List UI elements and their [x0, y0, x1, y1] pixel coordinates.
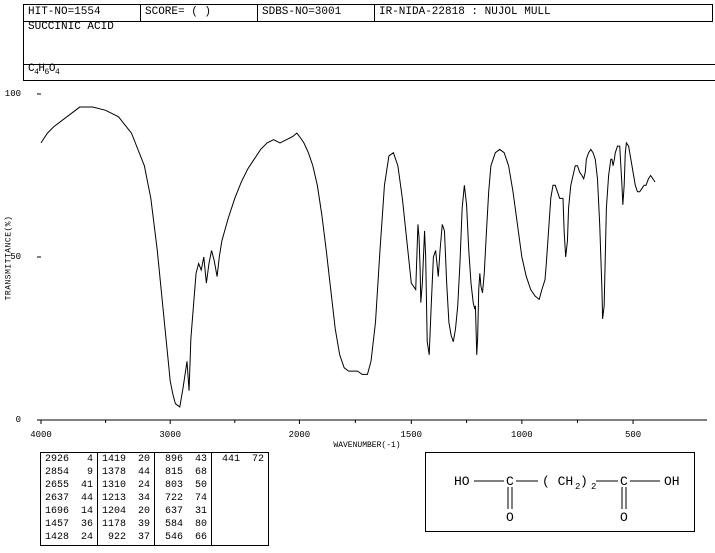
ir-cell: IR-NIDA-22818 : NUJOL MULL: [375, 5, 712, 21]
peak-table-cell: 2854 9: [45, 466, 93, 479]
x-axis-label: WAVENUMBER(-1): [333, 441, 400, 450]
structure-oh-right: OH: [664, 474, 680, 489]
x-tick-label: 1000: [511, 430, 533, 440]
structure-diagram: HO C ( CH 2 ) 2 C OH O O: [425, 452, 695, 532]
formula-row: C4H6O4: [23, 62, 715, 81]
structure-c-left: C: [506, 474, 514, 489]
compound-name-row: SUCCINIC ACID: [23, 20, 715, 65]
peak-table-cell: 896 43: [159, 453, 207, 466]
peak-table-cell: 637 31: [159, 505, 207, 518]
peak-table-cell: 546 66: [159, 531, 207, 544]
peak-table-cell: 1178 39: [102, 518, 150, 531]
structure-o-right: O: [620, 510, 628, 525]
peak-table-cell: 1428 24: [45, 531, 93, 544]
formula: C4H6O4: [28, 63, 59, 75]
y-tick-label: 50: [3, 252, 21, 262]
y-tick-label: 0: [3, 415, 21, 425]
structure-ch2-close: ): [580, 474, 588, 489]
structure-o-left: O: [506, 510, 514, 525]
compound-name: SUCCINIC ACID: [28, 21, 114, 33]
peak-table-cell: 584 80: [159, 518, 207, 531]
peak-table-cell: 722 74: [159, 492, 207, 505]
structure-c-right: C: [620, 474, 628, 489]
peak-table-cell: 2655 41: [45, 479, 93, 492]
hit-no-cell: HIT-NO=1554: [24, 5, 141, 21]
peak-table-cell: 803 50: [159, 479, 207, 492]
structure-ch2-outer-sub: 2: [591, 482, 596, 492]
peak-table-cell: 2926 4: [45, 453, 93, 466]
peak-table-column: 2926 42854 92655 412637 441696 141457 36…: [41, 453, 98, 545]
peak-table-cell: 1457 36: [45, 518, 93, 531]
score-cell: SCORE= ( ): [141, 5, 258, 21]
x-tick-label: 4000: [30, 430, 52, 440]
x-tick-label: 2000: [289, 430, 311, 440]
peak-table-cell: 922 37: [102, 531, 150, 544]
peak-table-cell: 441 72: [216, 453, 264, 466]
x-tick-label: 3000: [159, 430, 181, 440]
peak-table-column: 1419 201378 441310 241213 341204 201178 …: [98, 453, 155, 545]
peak-table-cell: 1213 34: [102, 492, 150, 505]
peak-table-cell: 1696 14: [45, 505, 93, 518]
peak-table-cell: 1310 24: [102, 479, 150, 492]
structure-ho-left: HO: [454, 474, 470, 489]
sdbs-cell: SDBS-NO=3001: [258, 5, 375, 21]
peak-table-column: 441 72: [212, 453, 268, 545]
structure-ch2: ( CH: [542, 474, 573, 489]
peak-table-cell: 1204 20: [102, 505, 150, 518]
peak-table: 2926 42854 92655 412637 441696 141457 36…: [40, 452, 269, 546]
x-tick-label: 1500: [400, 430, 422, 440]
ir-spectrum-chart: TRANSMITTANCE(%) WAVENUMBER(-1) 05010040…: [23, 88, 711, 428]
x-tick-label: 500: [625, 430, 641, 440]
peak-table-cell: 1419 20: [102, 453, 150, 466]
peak-table-cell: 2637 44: [45, 492, 93, 505]
peak-table-column: 896 43 815 68 803 50 722 74 637 31 584 8…: [155, 453, 212, 545]
y-tick-label: 100: [3, 89, 21, 99]
peak-table-cell: 815 68: [159, 466, 207, 479]
peak-table-cell: 1378 44: [102, 466, 150, 479]
